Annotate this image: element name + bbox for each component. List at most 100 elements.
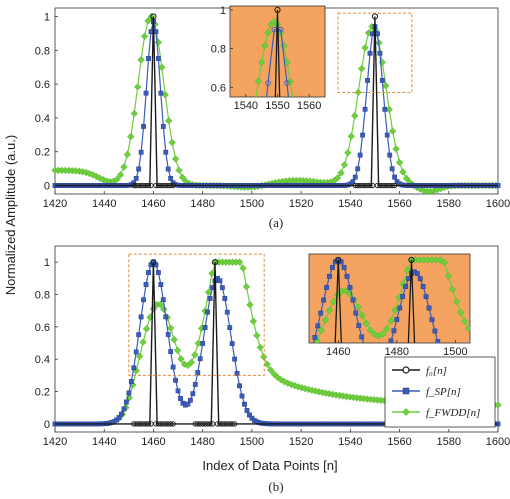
inset-fsp-series-point [315,323,321,329]
fsp-series-point [239,393,245,399]
inset-x-tick-label: 1550 [265,100,289,112]
fsp-series-point [187,397,193,403]
inset-ffwdd-series-point [264,28,272,37]
fsp-series-point [158,90,164,96]
x-tick-label: 1440 [92,436,116,448]
inset-x-tick-label: 1540 [234,100,258,112]
fsp-series-point [352,174,358,180]
inset-ffwdd-series-point [387,317,395,325]
fsp-series-point [389,166,395,172]
inset-fsp-series-point [417,276,423,282]
inset-ffwdd-series-point [358,311,366,320]
fsp-series-point [229,341,235,347]
f0-point [170,421,176,427]
inset-ffwdd-series-point [261,42,269,50]
ffwdd-series-point [144,17,152,25]
fsp-series-point [392,174,398,180]
fsp-series-point [357,152,363,158]
y-tick-label: 0.8 [35,290,50,302]
inset-x-tick-label: 1500 [443,346,467,358]
x-tick-label: 1600 [486,198,510,210]
fsp-series-point [175,388,181,394]
fsp-series-point [114,417,119,423]
f0-point [165,421,171,427]
ffwdd-series-point [175,166,183,174]
legend-label-ffwdd: f_FWDD[n] [426,407,480,419]
x-tick-label: 1440 [92,198,116,210]
fsp-series-point [160,297,166,303]
x-tick-label: 1480 [190,436,214,448]
f0-point [140,182,147,189]
inset-fsp-series-point [324,285,329,290]
inset-ffwdd-series-point [370,330,379,339]
ffwdd-series-point [160,305,168,313]
zoom-region-box [337,12,413,94]
y-tick-label: 0.6 [35,79,50,91]
fsp-series-point [155,56,161,61]
inset-fsp-series-point [350,297,356,303]
y-tick-label: 0.8 [35,45,50,57]
y-tick-label: 0.2 [35,387,50,399]
inset-ffwdd-series-point [391,306,399,314]
inset-ffwdd-series-point [321,316,330,324]
fsp-series-point [185,401,191,407]
fsp-series-point [234,370,240,376]
f0-point [207,421,213,427]
ffwdd-series-point [204,288,213,296]
y-tick-label: 0.6 [35,322,50,334]
f0-point [136,421,142,427]
ffwdd-series-point [337,169,345,177]
fsp-series-point [367,50,373,56]
inset-x-tick-label: 1460 [326,346,350,358]
fsp-series-point [136,166,142,172]
ffwdd-series-point [170,335,178,344]
ffwdd-series-point [266,366,275,374]
inset-fsp-series-point [265,80,271,86]
legend-label-f0: f₀[n] [426,365,447,377]
f0-point [145,421,152,427]
inset-y-tick-label: 0.8 [211,44,226,56]
fsp-series-point [131,365,137,371]
fsp-series-point [355,166,361,172]
legend-marker-fsp [402,387,410,395]
f0-point [170,182,176,189]
inset-fsp-series-point [414,271,420,276]
ffwdd-series-point [340,161,349,169]
f0-point [143,182,149,189]
fsp-series-point [387,152,393,158]
f0-peak-point [150,13,157,20]
inset-fsp-series-point [347,285,353,290]
f0-baseline-markers [352,182,398,189]
y-tick-label: 1 [44,11,50,23]
ffwdd-series-point [402,174,411,183]
f0-baseline-markers [131,421,176,427]
x-tick-label: 1420 [43,436,67,448]
fsp-series-point [219,285,225,291]
f0-point [374,182,381,189]
fsp-series-point [121,406,127,412]
f0-point [145,182,152,189]
fsp-series-point [224,309,230,315]
inset-fsp-series-point [284,80,290,86]
inset-plot: 1460 1480 1500 [308,253,471,358]
inset-fsp-series-point [423,294,429,300]
x-tick-label: 1520 [289,198,313,210]
fsp-series-point [133,175,139,181]
f0-point [131,421,137,427]
inset-fsp-series-point [388,338,394,343]
f0-point [367,182,373,189]
x-tick-label: 1420 [43,198,67,210]
inset-fsp-series-point [312,334,318,340]
fsp-series-point [350,179,356,185]
inset-ffwdd-series-point [329,297,338,306]
x-tick-label: 1520 [289,436,313,448]
inset-ffwdd-series-point [362,319,371,328]
ffwdd-series-point [361,44,369,52]
f0-point [391,182,398,189]
f0-point [355,182,361,189]
f0-baseline-markers [131,182,176,189]
f0-point [165,182,171,189]
x-tick-label: 1500 [240,198,264,210]
zoom-region-box [128,253,265,376]
f0-point [364,182,371,189]
